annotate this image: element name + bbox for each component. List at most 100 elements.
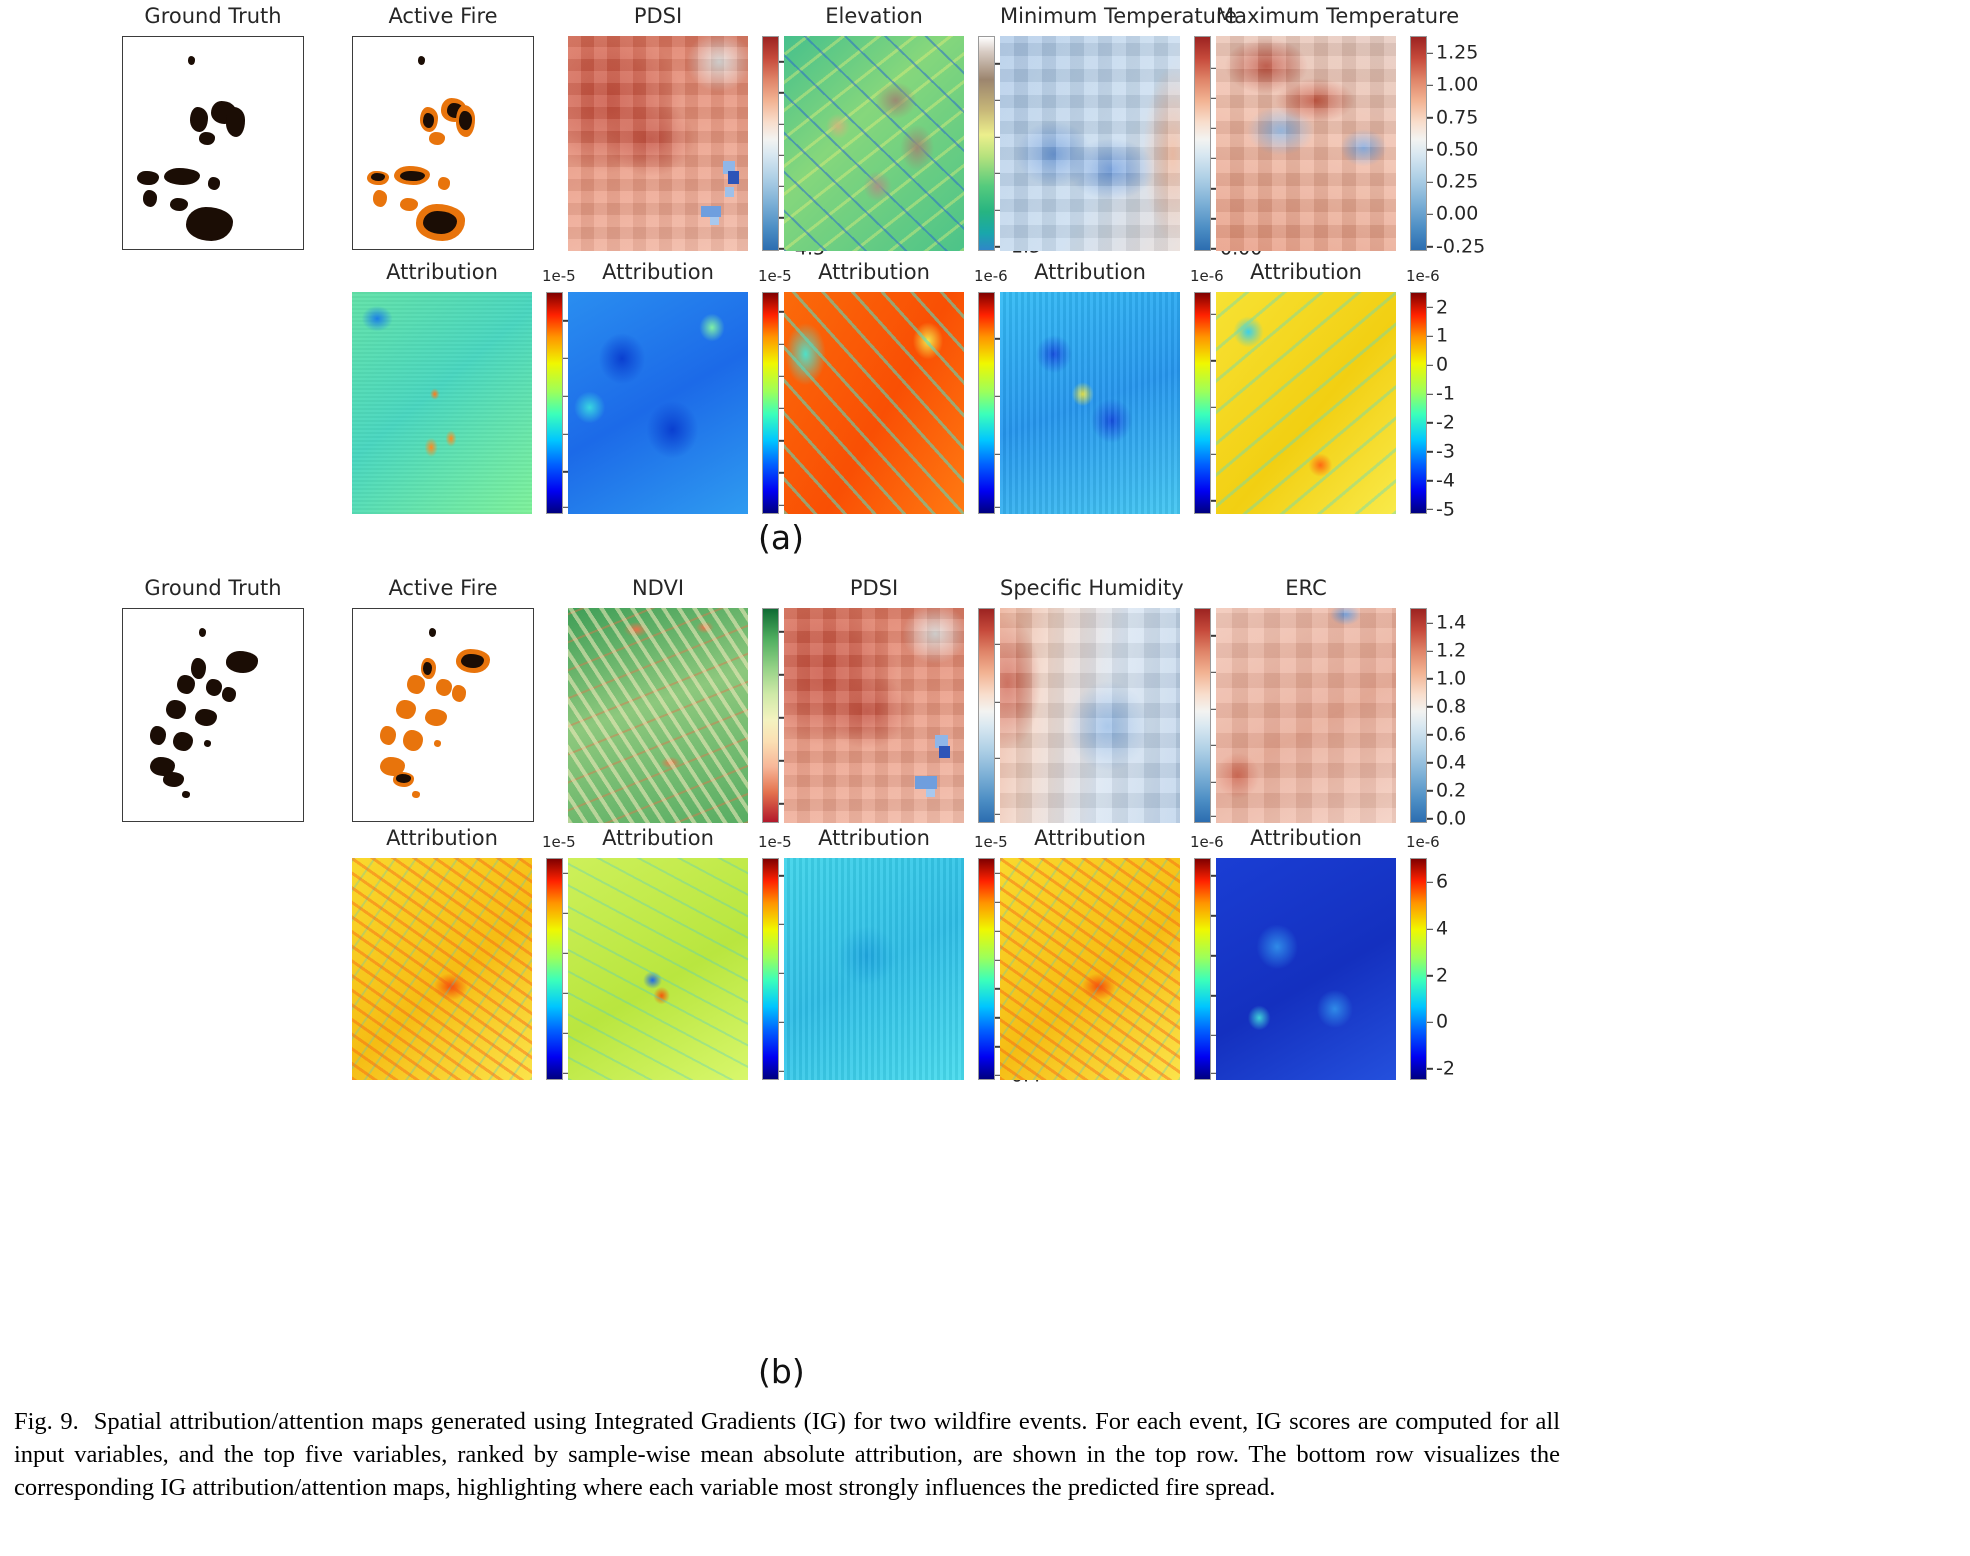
panel-title: Attribution <box>602 260 714 284</box>
active-fire-map <box>352 36 534 250</box>
sublabel-b: (b) <box>758 1352 805 1391</box>
colorbar-gradient <box>546 858 563 1080</box>
panel-b-attribution-active-fire: Attribution 1e-5 2 0 -2 -4 -6 -8 <box>352 828 602 1088</box>
panel-a-attribution-pdsi: Attribution 1e-5 1.0 0.8 0.6 0.4 0.2 0.0… <box>568 260 825 522</box>
colorbar-exponent: 1e-5 <box>758 267 792 285</box>
colorbar-gradient <box>1410 292 1427 514</box>
panel-b-attribution-erc: Attribution 1e-6 6 4 2 0 -2 <box>1216 828 1466 1088</box>
colorbar-gradient <box>1194 608 1211 823</box>
colorbar-gradient <box>978 292 995 514</box>
colorbar-gradient <box>762 36 779 251</box>
panel-b-ground-truth: Ground Truth <box>122 578 304 828</box>
elevation-map <box>784 36 964 251</box>
panel-b-attribution-specific-humidity: Attribution 1e-6 2 1 0 -1 -2 -3 <box>1000 828 1250 1088</box>
active-fire-map <box>352 608 534 822</box>
panel-title: Attribution <box>1250 260 1362 284</box>
ground-truth-map <box>122 36 304 250</box>
pdsi-map <box>784 608 964 823</box>
sublabel-a: (a) <box>758 518 804 557</box>
colorbar-ticks: 1.4 1.2 1.0 0.8 0.6 0.4 0.2 0.0 <box>1427 608 1517 828</box>
attribution-map <box>1000 858 1180 1080</box>
panel-a-max-temperature: Maximum Temperature 1.25 1.00 0.75 0.50 … <box>1216 4 1485 256</box>
panel-b-pdsi: PDSI -2 -3 -4 -5 <box>784 578 1034 828</box>
panel-title: Ground Truth <box>144 4 282 28</box>
panel-a-ground-truth: Ground Truth <box>122 6 304 256</box>
colorbar-exponent: 1e-6 <box>1190 267 1224 285</box>
panel-title: Elevation <box>825 4 923 28</box>
erc-map <box>1216 608 1396 823</box>
panel-title: PDSI <box>633 4 683 28</box>
attribution-map <box>1216 292 1396 514</box>
colorbar-ticks: 6 4 2 0 -2 <box>1427 858 1517 1080</box>
colorbar-exponent: 1e-6 <box>1406 267 1440 285</box>
panel-b-attribution-ndvi: Attribution 1e-5 2 1 0 -1 -2 <box>568 828 818 1088</box>
colorbar-gradient <box>1194 858 1211 1080</box>
colorbar-gradient <box>762 858 779 1080</box>
colorbar-exponent: 1e-5 <box>974 833 1008 851</box>
panel-title: PDSI <box>849 576 899 600</box>
colorbar-gradient <box>978 608 995 823</box>
colorbar-gradient <box>978 36 995 251</box>
max-temperature-map <box>1216 36 1396 251</box>
attribution-map <box>352 292 532 514</box>
panel-title: ERC <box>1285 576 1327 600</box>
panel-title: Attribution <box>1034 826 1146 850</box>
colorbar-exponent: 1e-5 <box>542 267 576 285</box>
panel-title: Active Fire <box>388 4 498 28</box>
panel-title: Attribution <box>1250 826 1362 850</box>
ndvi-map <box>568 608 748 823</box>
pdsi-map <box>568 36 748 251</box>
panel-title: Maximum Temperature <box>1216 4 1460 28</box>
colorbar-gradient <box>978 858 995 1080</box>
panel-title: Attribution <box>386 260 498 284</box>
colorbar-gradient <box>762 292 779 514</box>
colorbar-gradient <box>1410 36 1427 251</box>
panel-title: NDVI <box>631 576 685 600</box>
panel-a-attribution-max-temperature: Attribution 1e-6 2 1 0 -1 -2 -3 -4 -5 <box>1216 262 1466 522</box>
colorbar-exponent: 1e-5 <box>542 833 576 851</box>
panel-title: Attribution <box>818 260 930 284</box>
attribution-map <box>1000 292 1180 514</box>
panel-a-active-fire: Active Fire <box>352 6 534 256</box>
panel-a-pdsi: PDSI -1.5 -2.0 -2.5 -3.0 -3.5 -4.0 -4.5 <box>568 4 825 258</box>
panel-title: Attribution <box>818 826 930 850</box>
panel-a-min-temperature: Minimum Temperature 1.50 1.25 1.00 0.75 … <box>1000 4 1262 258</box>
specific-humidity-map <box>1000 608 1180 823</box>
colorbar-exponent: 1e-6 <box>1406 833 1440 851</box>
panel-title: Specific Humidity <box>1000 576 1184 600</box>
colorbar-exponent: 1e-6 <box>974 267 1008 285</box>
panel-title: Attribution <box>386 826 498 850</box>
figure-number: Fig. 9. <box>14 1408 79 1435</box>
attribution-map <box>784 292 964 514</box>
figure-caption-text: Spatial attribution/attention maps gener… <box>14 1408 1561 1501</box>
colorbar-ticks: 1.25 1.00 0.75 0.50 0.25 0.00 -0.25 <box>1427 36 1517 256</box>
panel-a-attribution-active-fire: Attribution 1e-5 1 0 -1 -2 -3 -4 <box>352 262 602 522</box>
colorbar-gradient <box>1410 608 1427 823</box>
panel-title: Minimum Temperature <box>1000 4 1238 28</box>
colorbar-ticks: 2 1 0 -1 -2 -3 -4 -5 <box>1427 292 1517 519</box>
ground-truth-map <box>122 608 304 822</box>
attribution-map <box>1216 858 1396 1080</box>
colorbar-gradient <box>1194 36 1211 251</box>
colorbar-gradient <box>762 608 779 823</box>
min-temperature-map <box>1000 36 1180 251</box>
panel-title: Active Fire <box>388 576 498 600</box>
panel-b-attribution-pdsi: Attribution 1e-5 1.0 0.8 0.6 0.4 0.2 0.0… <box>784 826 1041 1088</box>
attribution-map <box>784 858 964 1080</box>
panel-title: Attribution <box>1034 260 1146 284</box>
colorbar-exponent: 1e-6 <box>1190 833 1224 851</box>
panel-a-attribution-min-temperature: Attribution 1e-6 4 3 2 1 0 <box>1000 262 1250 522</box>
panel-a-elevation: Elevation 1.0 0.5 0.0 -0.5 -1.0 -1.5 <box>784 4 1041 256</box>
colorbar-gradient <box>1410 858 1427 1080</box>
attribution-map <box>568 292 748 514</box>
panel-b-erc: ERC 1.4 1.2 1.0 0.8 0.6 0.4 0.2 0.0 <box>1216 578 1466 828</box>
panel-title: Attribution <box>602 826 714 850</box>
panel-b-ndvi: NDVI 2 1 0 -1 -2 <box>568 578 818 828</box>
panel-title: Ground Truth <box>144 576 282 600</box>
figure-caption: Fig. 9. Spatial attribution/attention ma… <box>14 1406 1560 1504</box>
panel-a-attribution-elevation: Attribution 1e-6 0 -2 -4 -6 <box>784 262 1034 522</box>
panel-b-active-fire: Active Fire <box>352 578 534 828</box>
panel-b-specific-humidity: Specific Humidity -0.2 -0.4 -0.6 -0.8 -1… <box>1000 576 1257 828</box>
attribution-map <box>568 858 748 1080</box>
